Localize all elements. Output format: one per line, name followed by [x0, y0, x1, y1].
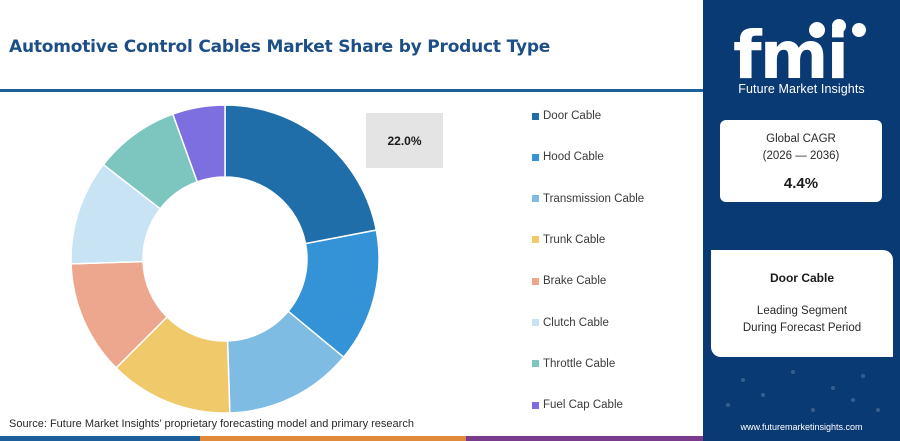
legend-item: Throttle Cable: [532, 358, 615, 370]
brand-panel: fmi Future Market Insights Global CAGR (…: [703, 0, 900, 441]
donut-chart: [70, 104, 380, 414]
title-divider: [0, 89, 703, 92]
segment-caption-2: During Forecast Period: [742, 321, 862, 334]
legend-swatch: [532, 195, 539, 203]
legend-item: Brake Cable: [532, 275, 606, 287]
legend-item: Fuel Cap Cable: [532, 399, 623, 411]
leading-segment-card: Door Cable Leading Segment During Foreca…: [711, 250, 893, 357]
legend-item: Door Cable: [532, 110, 601, 122]
legend-swatch: [532, 236, 539, 244]
cagr-card: Global CAGR (2026 — 2036) 4.4%: [720, 120, 882, 202]
legend-label: Throttle Cable: [543, 357, 616, 370]
segment-name: Door Cable: [769, 270, 834, 285]
fmi-logo: fmi: [733, 17, 866, 82]
legend-swatch: [532, 360, 539, 368]
legend-swatch: [532, 153, 539, 161]
legend-label: Trunk Cable: [543, 233, 606, 246]
legend-swatch: [532, 112, 539, 120]
background-pattern: [726, 370, 880, 412]
donut-slice-door-cable: [224, 104, 378, 245]
footer-color-bar: [0, 436, 703, 441]
legend-label: Fuel Cap Cable: [543, 399, 623, 412]
legend-item: Transmission Cable: [532, 193, 644, 205]
legend-item: Trunk Cable: [532, 234, 605, 246]
legend-item: Hood Cable: [532, 151, 604, 163]
cagr-period: (2026 — 2036): [762, 149, 840, 162]
legend-label: Brake Cable: [543, 275, 607, 288]
segment-caption-1: Leading Segment: [756, 304, 848, 317]
source-note: Source: Future Market Insights’ propriet…: [9, 418, 414, 430]
cagr-value: 4.4%: [783, 174, 819, 192]
legend-label: Transmission Cable: [543, 192, 645, 205]
brand-name: Future Market Insights: [738, 82, 865, 96]
website-url: www.futuremarketinsights.com: [740, 422, 863, 432]
legend-swatch: [532, 401, 539, 409]
legend-label: Clutch Cable: [543, 316, 609, 329]
chart-title: Automotive Control Cables Market Share b…: [9, 37, 551, 57]
legend-swatch: [532, 319, 539, 326]
legend-label: Hood Cable: [543, 151, 604, 164]
legend-item: Clutch Cable: [532, 317, 609, 329]
cagr-label: Global CAGR: [766, 132, 836, 145]
legend-swatch: [532, 277, 539, 285]
donut-slice-fuel-cap-cable: [171, 104, 226, 183]
callout-label: 22.0%: [366, 113, 443, 168]
legend-label: Door Cable: [543, 110, 602, 122]
svg-text:fmi: fmi: [733, 17, 847, 82]
